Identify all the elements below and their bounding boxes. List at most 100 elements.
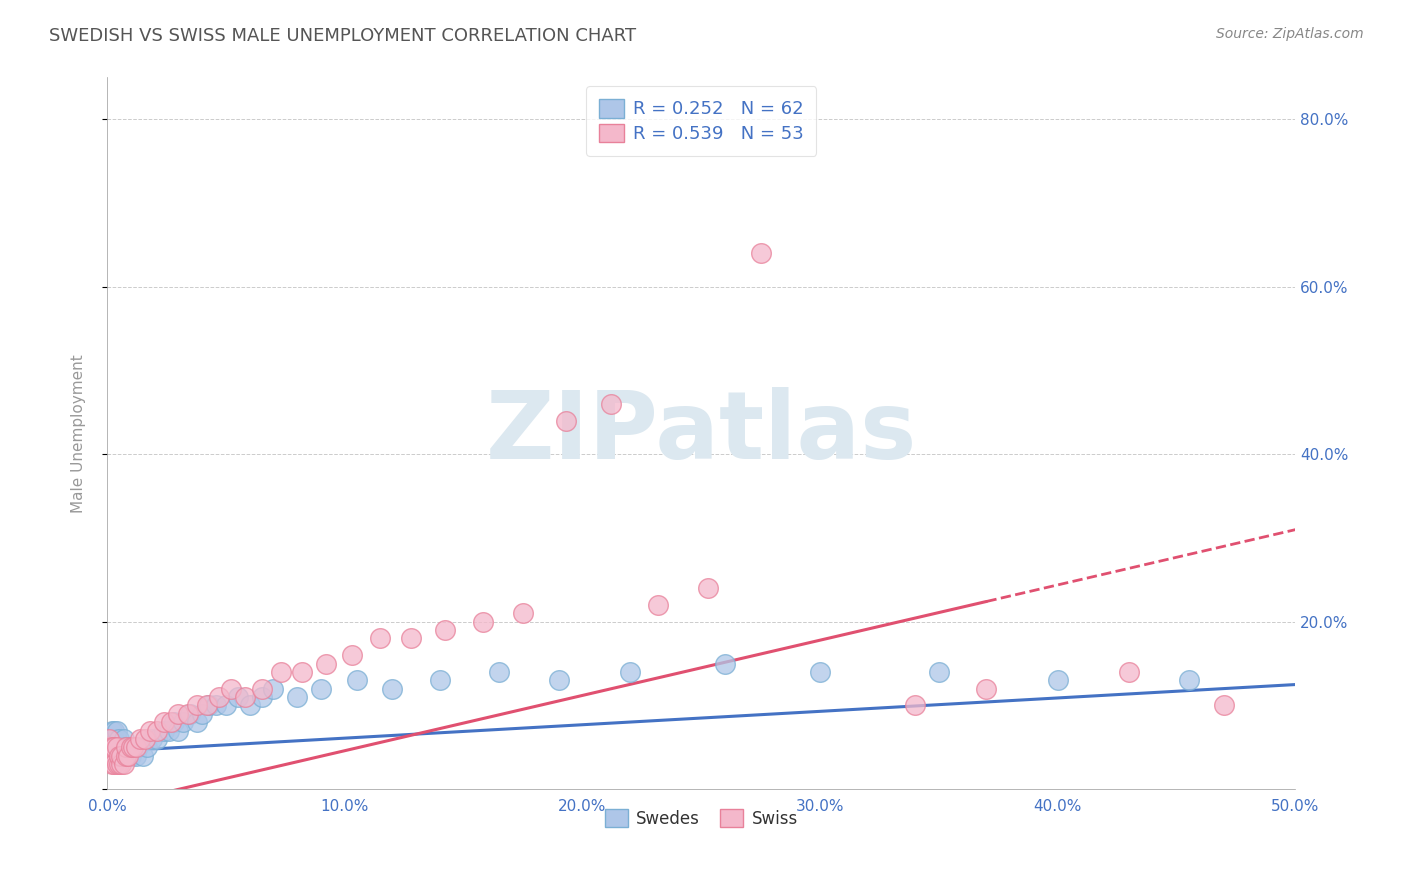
Point [110,748,132,763]
Point [105,748,128,763]
Point [226,690,249,705]
Point [108,748,131,763]
Point [160,715,183,730]
Point [1046,673,1069,688]
Point [117,748,139,763]
Point [433,623,456,637]
Point [153,723,176,738]
Point [239,698,262,713]
Point [124,748,146,763]
Point [117,748,139,763]
Point [808,665,831,679]
Point [1118,665,1140,679]
Point [98,748,121,763]
Point [112,748,135,763]
Point [103,748,125,763]
Point [208,690,231,705]
Point [112,757,135,772]
Point [101,731,124,746]
Point [105,731,128,746]
Point [401,632,423,646]
Point [172,715,194,730]
Point [120,740,142,755]
Point [103,740,125,755]
Point [195,698,218,713]
Point [115,748,138,763]
Point [129,731,152,746]
Point [115,740,138,755]
Point [112,731,135,746]
Point [108,731,131,746]
Point [471,615,494,629]
Point [103,731,125,746]
Point [115,740,138,755]
Point [127,740,149,755]
Point [1213,698,1236,713]
Point [110,757,132,772]
Point [270,665,292,679]
Text: ZIPatlas: ZIPatlas [485,387,917,479]
Point [162,715,184,730]
Point [1177,673,1199,688]
Point [167,706,190,721]
Point [115,748,138,763]
Point [309,681,332,696]
Point [105,723,128,738]
Point [215,698,238,713]
Point [250,690,273,705]
Point [98,731,121,746]
Point [108,757,131,772]
Point [146,723,169,738]
Point [122,740,145,755]
Point [98,748,121,763]
Point [619,665,641,679]
Point [191,706,214,721]
Point [177,706,200,721]
Point [340,648,363,663]
Point [141,731,163,746]
Point [122,740,145,755]
Point [219,681,242,696]
Point [714,657,737,671]
Point [928,665,950,679]
Point [101,748,124,763]
Point [98,731,121,746]
Point [146,731,169,746]
Point [101,748,124,763]
Point [262,681,284,696]
Point [139,723,162,738]
Point [103,740,125,755]
Point [547,673,569,688]
Point [101,723,124,738]
Point [250,681,273,696]
Point [600,397,623,411]
Point [976,681,998,696]
Text: Source: ZipAtlas.com: Source: ZipAtlas.com [1216,27,1364,41]
Point [120,748,142,763]
Point [186,698,208,713]
Text: SWEDISH VS SWISS MALE UNEMPLOYMENT CORRELATION CHART: SWEDISH VS SWISS MALE UNEMPLOYMENT CORRE… [49,27,637,45]
Point [488,665,510,679]
Point [749,246,772,260]
Point [346,673,368,688]
Point [381,681,404,696]
Point [134,731,156,746]
Point [647,598,669,612]
Y-axis label: Male Unemployment: Male Unemployment [72,354,86,513]
Point [186,715,208,730]
Point [429,673,451,688]
Point [98,740,121,755]
Point [167,723,190,738]
Point [233,690,256,705]
Point [117,740,139,755]
Point [285,690,308,705]
Point [103,723,125,738]
Point [136,740,159,755]
Point [179,706,201,721]
Point [554,414,576,428]
Point [101,757,124,772]
Point [132,748,155,763]
Point [124,740,146,755]
Point [101,740,124,755]
Point [697,581,720,595]
